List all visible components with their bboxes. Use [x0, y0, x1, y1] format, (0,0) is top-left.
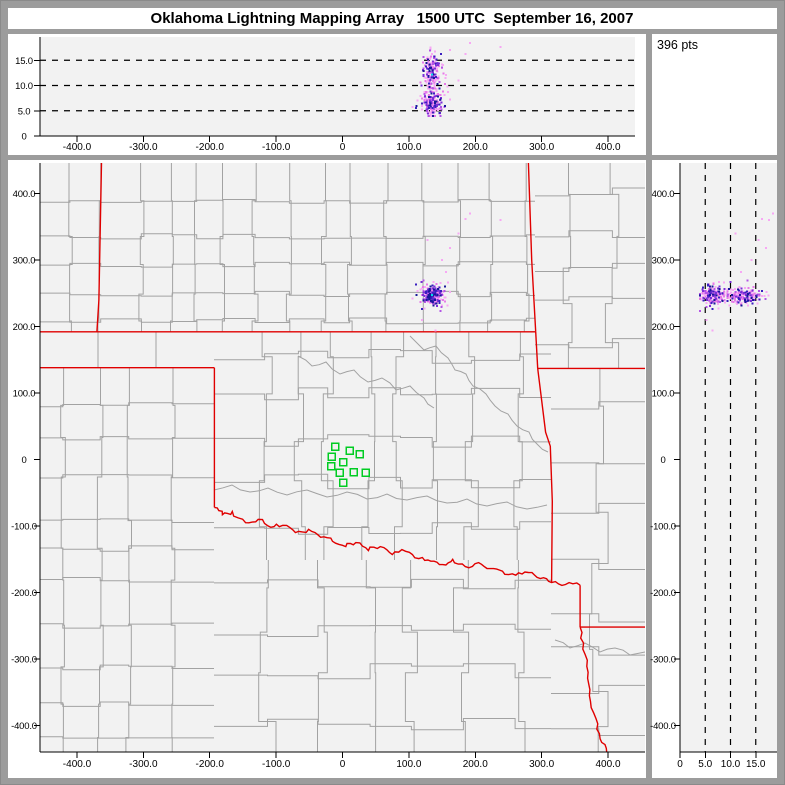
lma-station-marker	[327, 452, 337, 462]
tick-label: 300.0	[529, 142, 554, 153]
tick-label: -100.0	[650, 522, 676, 533]
border-texas-louisiana	[579, 626, 608, 752]
tick-label: -200.0	[196, 142, 225, 153]
window-title: Oklahoma Lightning Mapping Array 1500 UT…	[151, 10, 634, 27]
lma-station-marker	[326, 461, 336, 471]
tick-label: 200.0	[652, 322, 675, 333]
lma-station-marker	[355, 449, 365, 459]
tick-label: -300.0	[650, 655, 676, 666]
tick-label: -300.0	[129, 759, 158, 770]
tick-label: -400.0	[650, 721, 676, 732]
border-red-river	[214, 506, 581, 587]
tick-label: 200.0	[463, 759, 488, 770]
tick-label: -400.0	[63, 759, 92, 770]
tick-label: -100.0	[11, 522, 37, 533]
lma-station-marker	[338, 457, 348, 467]
tick-label: 0	[660, 455, 665, 466]
lma-station-marker	[338, 478, 348, 488]
tick-label: 0	[340, 759, 346, 770]
tick-label: 0	[21, 132, 26, 143]
tick-label: -200.0	[196, 759, 225, 770]
points-count-box	[652, 34, 777, 155]
border-oklahoma-missouri	[535, 331, 539, 369]
alt-ns-plot-surface[interactable]	[680, 163, 777, 752]
tick-label: 15.0	[15, 56, 33, 67]
tick-label: 300.0	[13, 256, 36, 267]
tick-label: 100.0	[396, 142, 421, 153]
lma-station-marker	[330, 442, 340, 452]
lightning-points-alt-ns	[699, 212, 774, 332]
lma-station-marker	[335, 468, 345, 478]
tick-label: -400.0	[63, 142, 92, 153]
tick-label: 5.0	[18, 106, 31, 117]
alt-ew-plot-surface[interactable]	[40, 37, 635, 136]
lightning-points-alt-ew	[411, 42, 502, 117]
tick-label: 100.0	[13, 389, 36, 400]
tick-label: 0	[340, 142, 346, 153]
altitude-gridlines	[40, 59, 757, 752]
tick-label: -100.0	[262, 759, 291, 770]
tick-label: 15.0	[746, 759, 766, 770]
lightning-points-plan	[411, 212, 502, 332]
tick-label: -200.0	[11, 588, 37, 599]
river-lines	[213, 335, 645, 656]
tick-label: 10.0	[15, 81, 33, 92]
tick-label: 400.0	[13, 189, 36, 200]
lma-station-marker	[349, 467, 359, 477]
border-colorado-kansas	[96, 163, 103, 332]
border-oklahoma-arkansas	[537, 368, 554, 583]
state-borders	[40, 163, 645, 752]
points-count-label: 396 pts	[657, 38, 698, 52]
tick-label: 5.0	[698, 759, 712, 770]
tick-label: 400.0	[652, 189, 675, 200]
tick-label: 100.0	[652, 389, 675, 400]
tick-label: 200.0	[463, 142, 488, 153]
tick-label: 200.0	[13, 322, 36, 333]
lma-station-marker	[345, 446, 355, 456]
tick-label: -100.0	[262, 142, 291, 153]
tick-label: 400.0	[596, 759, 621, 770]
tick-label: -200.0	[650, 588, 676, 599]
tick-label: 300.0	[529, 759, 554, 770]
border-kansas-missouri	[527, 163, 537, 332]
tick-label: -300.0	[129, 142, 158, 153]
tick-label: 10.0	[721, 759, 741, 770]
tick-label: -300.0	[11, 655, 37, 666]
title-bar	[8, 8, 777, 29]
tick-label: 0	[21, 455, 26, 466]
plan-view-plot-surface[interactable]	[40, 163, 645, 752]
lma-station-marker	[361, 468, 371, 478]
tick-label: -400.0	[11, 721, 37, 732]
tick-label: 0	[677, 759, 683, 770]
tick-label: 400.0	[596, 142, 621, 153]
tick-label: 100.0	[396, 759, 421, 770]
axes: -400.0 -400.0 -300.0 -300.0 -200.0 -200.0 -100…	[11, 37, 777, 770]
lma-station-markers	[326, 442, 371, 488]
tick-label: 300.0	[652, 256, 675, 267]
